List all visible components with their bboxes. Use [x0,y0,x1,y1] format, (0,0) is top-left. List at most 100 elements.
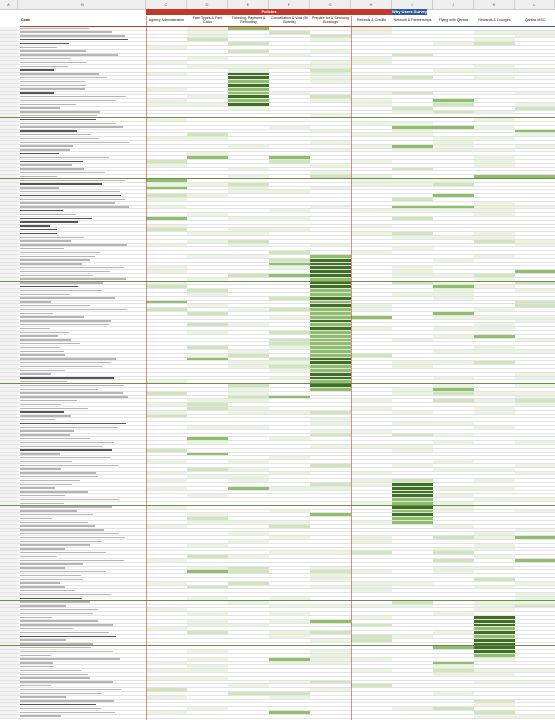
heat-cell[interactable] [515,133,555,137]
row-number[interactable] [0,414,18,418]
heat-cell[interactable] [228,182,269,186]
heat-cell[interactable] [392,274,433,277]
row-label-cell[interactable] [20,399,146,402]
row-label-cell[interactable] [20,692,146,695]
row-number[interactable] [0,578,18,581]
heat-cell[interactable] [351,353,392,357]
row-number[interactable] [0,699,18,703]
heat-cell[interactable] [392,122,433,125]
row-label-cell[interactable] [20,669,146,672]
heat-cell[interactable] [474,163,515,167]
row-label-cell[interactable] [20,521,146,524]
table-row[interactable] [0,258,555,263]
heat-cell[interactable] [146,217,187,220]
row-number[interactable] [0,581,18,585]
row-number[interactable] [0,76,18,80]
heat-cell[interactable] [146,486,187,490]
row-number[interactable] [0,315,18,319]
heat-cell[interactable] [474,646,515,650]
heat-cell[interactable] [269,125,310,129]
table-row[interactable] [0,236,555,240]
heat-cell[interactable] [474,175,515,178]
heat-cell[interactable] [392,707,433,710]
heat-cell[interactable] [269,692,310,695]
heat-cell[interactable] [228,91,269,95]
heat-cell[interactable] [269,258,310,262]
row-label-cell[interactable] [20,99,146,102]
row-label-cell[interactable] [20,316,146,319]
heat-cell[interactable] [433,42,474,45]
heat-cell[interactable] [433,312,474,315]
table-row[interactable] [0,551,555,556]
row-number[interactable] [0,258,18,262]
heat-cell[interactable] [392,129,433,133]
heat-cell[interactable] [351,99,392,102]
heat-cell[interactable] [228,486,269,490]
heat-cell[interactable] [392,490,433,494]
heat-cell[interactable] [351,30,392,34]
row-number[interactable] [0,559,18,562]
row-label-cell[interactable] [20,711,146,714]
table-row[interactable] [0,684,555,689]
row-label-cell[interactable] [20,479,146,482]
table-row[interactable] [0,578,555,582]
row-label-cell[interactable] [20,662,146,665]
heat-cell[interactable] [310,171,351,175]
heat-cell[interactable] [146,281,187,285]
heat-cell[interactable] [269,521,310,524]
heat-cell[interactable] [187,232,228,235]
heat-cell[interactable] [310,243,351,247]
heat-cell[interactable] [269,631,310,634]
row-number[interactable] [0,479,18,482]
heat-cell[interactable] [474,654,515,657]
heat-cell[interactable] [228,84,269,87]
heat-cell[interactable] [228,353,269,357]
row-number[interactable] [0,171,18,175]
table-row[interactable] [0,27,555,31]
table-row[interactable] [0,380,555,385]
table-row[interactable] [0,251,555,255]
table-row[interactable] [0,391,555,396]
heat-cell[interactable] [228,692,269,695]
table-row[interactable] [0,365,555,369]
heat-cell[interactable] [187,650,228,653]
heat-cell[interactable] [515,714,555,718]
heat-cell[interactable] [474,673,515,676]
heat-cell[interactable] [146,410,187,414]
row-label-cell[interactable] [20,453,146,456]
heat-cell[interactable] [474,308,515,311]
heat-cell[interactable] [474,585,515,589]
table-row[interactable] [0,547,555,552]
table-row[interactable] [0,228,555,233]
heat-cell[interactable] [351,616,392,619]
heat-cell[interactable] [310,68,351,72]
row-number[interactable] [0,429,18,433]
row-label-cell[interactable] [20,293,146,296]
row-label-cell[interactable] [20,350,146,353]
column-header-4[interactable]: Cancellation & Void (BI Boards) [269,16,310,27]
table-row[interactable] [0,300,555,305]
heat-cell[interactable] [228,521,269,524]
row-label-cell[interactable] [20,342,146,345]
row-label-cell[interactable] [20,308,146,311]
row-label-cell[interactable] [20,346,146,349]
heat-cell[interactable] [351,585,392,589]
heat-cell[interactable] [187,676,228,680]
row-number[interactable] [0,703,18,707]
heat-cell[interactable] [310,388,351,391]
column-letter-C[interactable]: C [146,0,187,9]
heat-cell[interactable] [187,27,228,30]
row-number[interactable] [0,266,18,270]
heat-cell[interactable] [187,304,228,308]
heat-cell[interactable] [310,304,351,308]
row-number[interactable] [0,464,18,467]
heat-cell[interactable] [392,247,433,251]
table-row[interactable] [0,509,555,514]
heat-cell[interactable] [269,410,310,414]
row-number[interactable] [0,57,18,61]
row-label-cell[interactable] [20,160,146,163]
heat-cell[interactable] [310,148,351,152]
row-label-cell[interactable] [20,301,146,304]
heat-cell[interactable] [310,163,351,167]
row-label-cell[interactable] [20,639,146,642]
